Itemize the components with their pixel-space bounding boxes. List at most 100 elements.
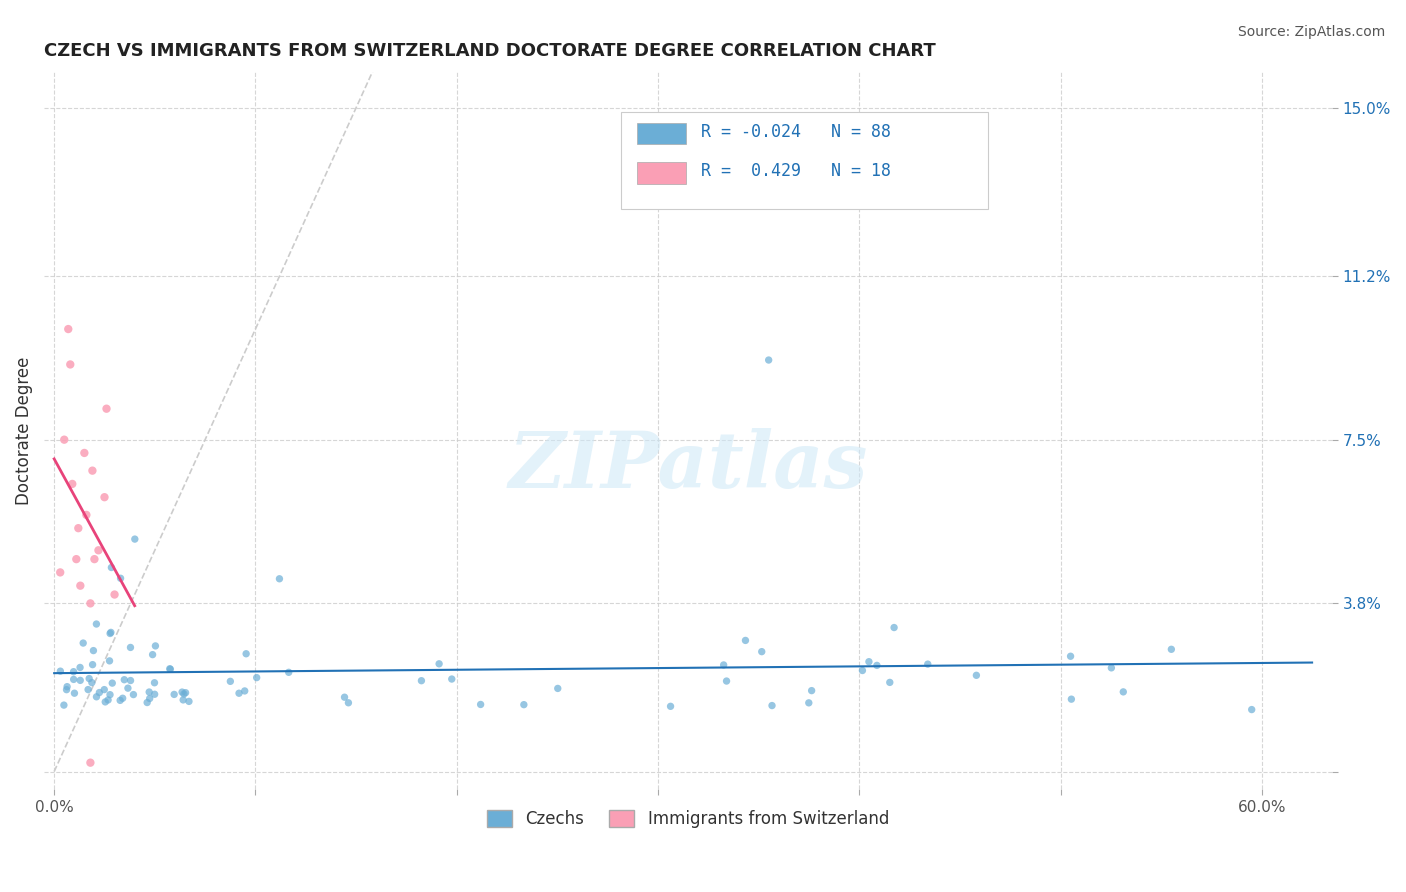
- Point: [77, 682, 100, 697]
- Point: [55, 682, 77, 697]
- Point: [101, 676, 124, 690]
- Point: [86, 690, 108, 704]
- Point: [1160, 642, 1182, 657]
- Point: [49, 664, 72, 678]
- Point: [100, 625, 122, 640]
- Point: [411, 673, 433, 688]
- Bar: [621, 112, 988, 209]
- Point: [1060, 692, 1083, 706]
- Point: [82, 643, 104, 657]
- Point: [112, 673, 135, 687]
- Point: [94, 695, 117, 709]
- Point: [716, 673, 738, 688]
- Point: [62, 673, 84, 687]
- Point: [333, 690, 356, 705]
- Point: [136, 696, 159, 710]
- Point: [122, 688, 145, 702]
- Point: [79, 756, 101, 770]
- Point: [67, 521, 90, 535]
- Point: [69, 579, 91, 593]
- Point: [246, 671, 269, 685]
- Point: [82, 657, 104, 672]
- Point: [124, 532, 146, 546]
- Point: [52, 698, 75, 712]
- Point: [62, 665, 84, 679]
- Point: [77, 672, 100, 686]
- Point: [108, 693, 131, 707]
- Point: [103, 588, 125, 602]
- Point: [470, 698, 492, 712]
- Text: CZECH VS IMMIGRANTS FROM SWITZERLAND DOCTORATE DEGREE CORRELATION CHART: CZECH VS IMMIGRANTS FROM SWITZERLAND DOC…: [44, 42, 936, 60]
- Text: R = -0.024   N = 88: R = -0.024 N = 88: [702, 123, 891, 141]
- Point: [219, 674, 242, 689]
- Point: [917, 657, 939, 672]
- Point: [159, 662, 181, 676]
- Point: [713, 657, 735, 672]
- Point: [143, 675, 166, 690]
- Point: [69, 673, 91, 688]
- Text: ZIPatlas: ZIPatlas: [509, 428, 868, 505]
- Point: [63, 686, 86, 700]
- Point: [82, 464, 104, 478]
- Point: [97, 693, 120, 707]
- Point: [277, 665, 299, 680]
- Point: [93, 490, 115, 504]
- Point: [60, 477, 83, 491]
- Point: [53, 433, 76, 447]
- Point: [879, 675, 901, 690]
- Point: [98, 688, 121, 702]
- Point: [120, 673, 142, 688]
- Point: [427, 657, 450, 671]
- Point: [228, 686, 250, 700]
- Point: [235, 647, 257, 661]
- Point: [866, 658, 889, 673]
- Point: [1112, 685, 1135, 699]
- Point: [98, 626, 121, 640]
- Point: [79, 596, 101, 610]
- Point: [159, 662, 181, 676]
- Text: Source: ZipAtlas.com: Source: ZipAtlas.com: [1237, 25, 1385, 39]
- Point: [173, 687, 195, 701]
- Point: [100, 560, 122, 574]
- Point: [513, 698, 536, 712]
- Point: [72, 636, 94, 650]
- Point: [172, 693, 194, 707]
- Point: [269, 572, 291, 586]
- Bar: [637, 122, 686, 145]
- Y-axis label: Doctorate Degree: Doctorate Degree: [15, 357, 32, 505]
- Point: [56, 680, 79, 694]
- Point: [1059, 649, 1081, 664]
- Point: [163, 687, 186, 701]
- Text: R =  0.429   N = 18: R = 0.429 N = 18: [702, 162, 891, 180]
- Point: [87, 543, 110, 558]
- Point: [98, 654, 121, 668]
- Point: [111, 691, 134, 706]
- Point: [174, 686, 197, 700]
- Point: [96, 401, 118, 416]
- Point: [883, 621, 905, 635]
- Point: [73, 446, 96, 460]
- Point: [93, 682, 115, 697]
- Point: [761, 698, 783, 713]
- Point: [89, 685, 111, 699]
- Point: [1099, 661, 1122, 675]
- Point: [659, 699, 682, 714]
- Point: [758, 353, 780, 368]
- Point: [69, 660, 91, 674]
- Point: [138, 691, 160, 706]
- Point: [142, 648, 165, 662]
- Point: [143, 687, 166, 701]
- Point: [120, 640, 142, 655]
- Point: [83, 552, 105, 566]
- Point: [965, 668, 987, 682]
- Point: [117, 681, 139, 695]
- Legend: Czechs, Immigrants from Switzerland: Czechs, Immigrants from Switzerland: [481, 803, 896, 835]
- Point: [734, 633, 756, 648]
- Point: [337, 696, 360, 710]
- Point: [233, 684, 256, 698]
- Point: [177, 694, 200, 708]
- Point: [59, 358, 82, 372]
- Point: [800, 683, 823, 698]
- Point: [547, 681, 569, 696]
- Point: [797, 696, 820, 710]
